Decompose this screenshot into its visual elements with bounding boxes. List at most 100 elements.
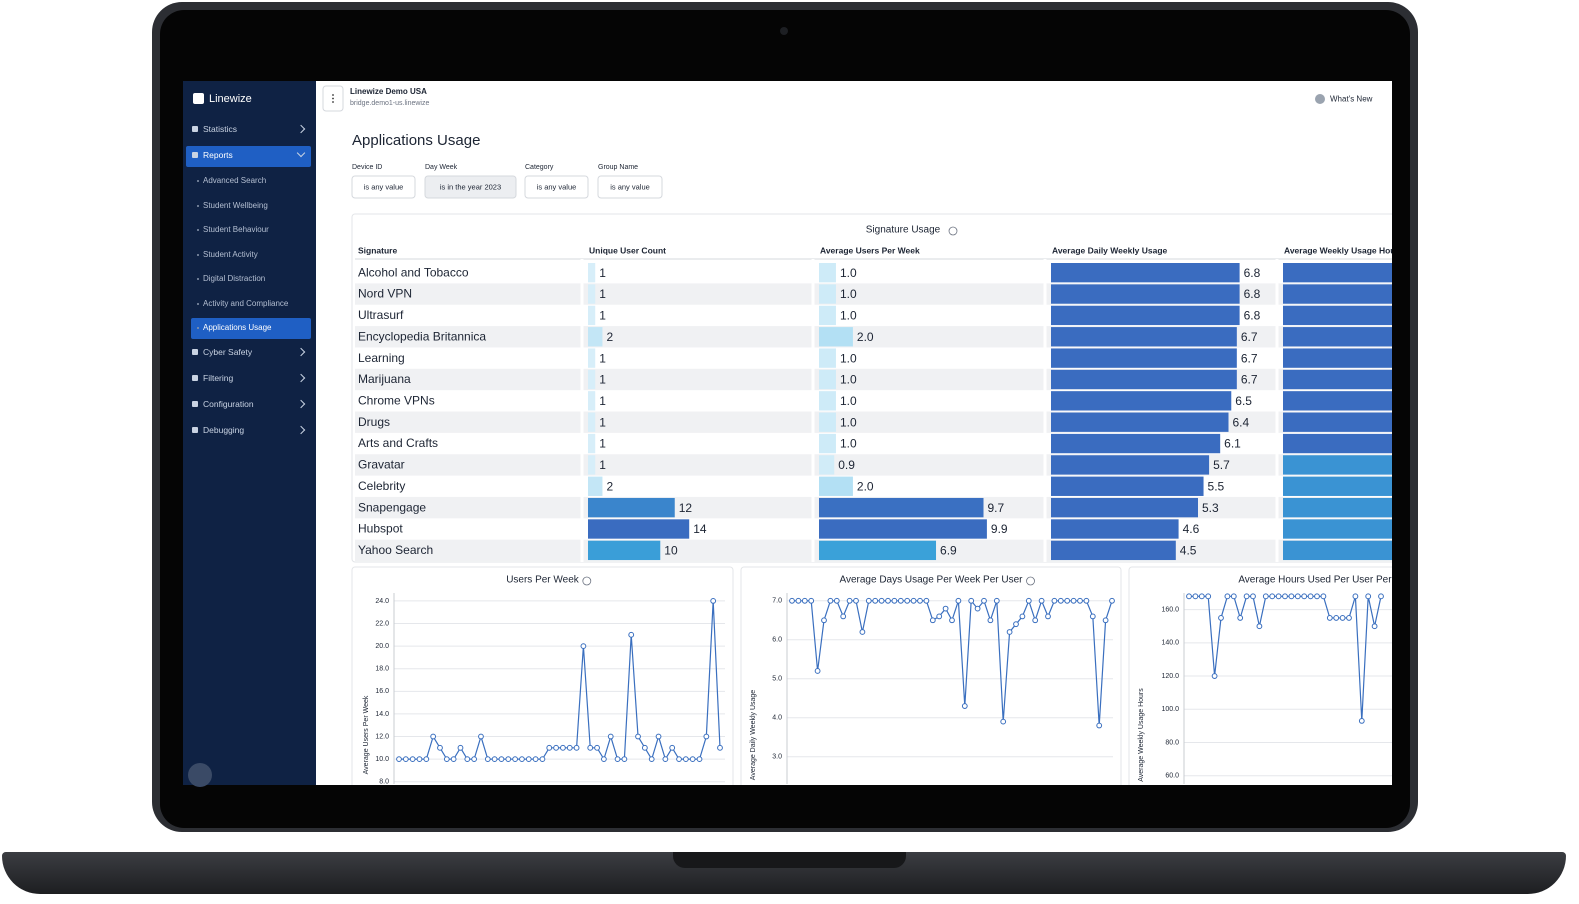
nav-bullet	[197, 327, 199, 329]
point	[1038, 597, 1045, 604]
whats-new[interactable]: What's New	[1330, 95, 1373, 104]
point	[1301, 593, 1308, 600]
table-bar	[588, 305, 596, 326]
table-value: 6.7	[1241, 330, 1258, 344]
point	[450, 756, 457, 763]
point	[917, 597, 923, 604]
table-value: 6.5	[1235, 394, 1252, 408]
point	[1352, 593, 1359, 600]
point	[1205, 593, 1212, 600]
point	[827, 597, 834, 604]
filter-box[interactable]	[524, 175, 589, 199]
filter-value: is any value	[610, 182, 650, 191]
point	[1288, 593, 1295, 600]
table-bar	[819, 540, 937, 561]
filter-box[interactable]	[351, 175, 416, 199]
point	[600, 756, 607, 763]
menu-dot	[332, 94, 334, 96]
point	[587, 744, 594, 751]
point	[1269, 593, 1276, 600]
point	[1051, 597, 1058, 604]
nav-item[interactable]: Debugging	[203, 425, 245, 435]
table-title: Signature Usage	[866, 225, 941, 236]
nav-sub-item[interactable]: Student Wellbeing	[203, 200, 268, 210]
point	[949, 617, 955, 624]
table-value: 6.1	[1224, 437, 1241, 451]
table-bar	[1051, 369, 1237, 390]
point	[1045, 613, 1051, 620]
column-header: Average Daily Weekly Usage	[1052, 245, 1168, 255]
nav-sub-item[interactable]: Advanced Search	[203, 176, 267, 185]
point	[1320, 593, 1327, 600]
point	[512, 756, 519, 763]
table-bar	[1051, 305, 1240, 326]
table-value: 12	[679, 501, 693, 515]
y-tick-label: 7.0	[772, 598, 782, 605]
point	[648, 756, 655, 763]
y-tick-label: 18.0	[375, 666, 389, 673]
info-icon[interactable]	[948, 226, 958, 236]
point	[1211, 673, 1218, 679]
table-bar	[588, 327, 603, 347]
table-bar	[819, 412, 836, 432]
nav-item[interactable]: Statistics	[203, 124, 238, 134]
point	[853, 597, 859, 604]
row-stripe	[355, 454, 1392, 476]
table-bar-cropped	[1283, 284, 1392, 304]
filter-value: is any value	[364, 182, 404, 191]
info-icon[interactable]	[1026, 576, 1035, 586]
table-bar	[1051, 284, 1240, 304]
point	[1000, 718, 1007, 725]
table-bar	[1051, 519, 1179, 539]
brand-name: Linewize	[209, 93, 252, 105]
point	[1314, 593, 1320, 600]
nav-item[interactable]: Reports	[203, 150, 233, 160]
y-tick-label: 6.0	[772, 637, 782, 644]
nav-item[interactable]: Cyber Safety	[203, 347, 253, 357]
y-tick-label: 16.0	[375, 688, 389, 695]
nav-chevron	[296, 399, 306, 409]
nav-item[interactable]: Configuration	[203, 399, 254, 409]
table-value: 1.0	[840, 266, 857, 280]
nav-sub-item[interactable]: Digital Distraction	[203, 274, 266, 283]
table-bar-cropped	[1283, 391, 1392, 411]
point	[872, 597, 879, 604]
point	[878, 597, 885, 604]
nav-active-bg	[186, 146, 311, 167]
y-tick-label: 12.0	[375, 733, 389, 740]
column-header: Signature	[358, 245, 397, 255]
table-value: 9.9	[991, 522, 1008, 536]
nav-icon	[192, 401, 198, 407]
nav-sub-item[interactable]: Activity and Compliance	[203, 298, 289, 308]
info-icon[interactable]	[582, 576, 592, 586]
filter-box[interactable]	[597, 175, 663, 199]
point	[1070, 597, 1077, 604]
table-bar	[1051, 540, 1176, 561]
table-bar	[1051, 476, 1204, 496]
filter-label: Group Name	[598, 164, 638, 171]
table-value: 1.0	[840, 437, 857, 451]
support-button[interactable]	[188, 763, 212, 787]
point	[1192, 593, 1199, 600]
signature-name: Gravatar	[358, 458, 405, 472]
nav-sub-item[interactable]: Applications Usage	[203, 323, 272, 332]
point	[505, 756, 512, 763]
table-bar	[588, 519, 690, 539]
point	[1282, 593, 1288, 600]
signature-name: Ultrasurf	[358, 308, 404, 322]
point	[795, 597, 802, 604]
point	[1256, 623, 1263, 630]
nav-sub-item[interactable]: Student Activity	[203, 249, 258, 259]
point	[498, 756, 505, 763]
table-value: 1.0	[840, 309, 857, 323]
signature-name: Marijuana	[358, 372, 411, 386]
point	[968, 597, 975, 604]
filter-box[interactable]	[424, 175, 517, 199]
nav-item[interactable]: Filtering	[203, 373, 234, 383]
point	[525, 756, 532, 763]
table-bar	[1051, 455, 1210, 475]
nav-sub-item[interactable]: Student Behaviour	[203, 225, 269, 234]
table-bar	[1051, 348, 1237, 368]
point	[416, 756, 423, 763]
table-bar	[1051, 412, 1229, 432]
